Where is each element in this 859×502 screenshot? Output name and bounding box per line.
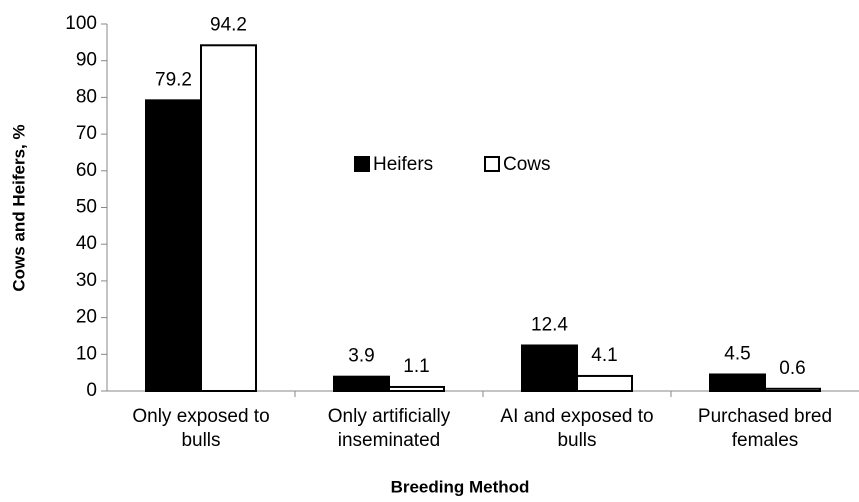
bar xyxy=(521,344,578,393)
y-tick-label: 0 xyxy=(86,380,97,401)
x-tick-label: Purchased bred females xyxy=(697,406,833,451)
y-tick-label: 20 xyxy=(76,307,97,328)
legend-swatch xyxy=(354,156,370,172)
y-tick-label: 90 xyxy=(76,50,97,71)
y-tick-label: 30 xyxy=(76,270,97,291)
bar xyxy=(576,374,633,393)
bar xyxy=(388,385,445,393)
data-label: 1.1 xyxy=(403,356,429,377)
y-tick-label: 100 xyxy=(65,13,97,34)
bar xyxy=(764,387,821,393)
y-tick-label: 40 xyxy=(76,233,97,254)
data-label: 3.9 xyxy=(348,346,374,367)
x-axis-label: Breeding Method xyxy=(391,477,530,496)
x-tick-label: Only exposed to bulls xyxy=(132,406,270,451)
data-label: 4.5 xyxy=(724,344,750,365)
x-tick-label: AI and exposed to bulls xyxy=(500,406,654,451)
legend-label: Cows xyxy=(503,154,551,175)
y-tick-label: 10 xyxy=(76,343,97,364)
y-tick-label: 60 xyxy=(76,160,97,181)
data-label: 4.1 xyxy=(591,345,617,366)
data-label: 79.2 xyxy=(155,69,192,90)
bar xyxy=(709,373,766,392)
y-tick-label: 70 xyxy=(76,123,97,144)
data-label: 94.2 xyxy=(210,14,247,35)
bar xyxy=(333,375,390,393)
y-axis-label: Cows and Heifers, % xyxy=(9,124,28,291)
legend-swatch xyxy=(484,156,500,172)
x-tick-label: Only artificially inseminated xyxy=(327,406,451,451)
y-tick-label: 80 xyxy=(76,86,97,107)
bar xyxy=(200,44,257,392)
bar xyxy=(145,99,202,392)
legend-label: Heifers xyxy=(373,154,433,175)
y-tick-label: 50 xyxy=(76,197,97,218)
data-label: 0.6 xyxy=(779,358,805,379)
data-label: 12.4 xyxy=(531,315,568,336)
